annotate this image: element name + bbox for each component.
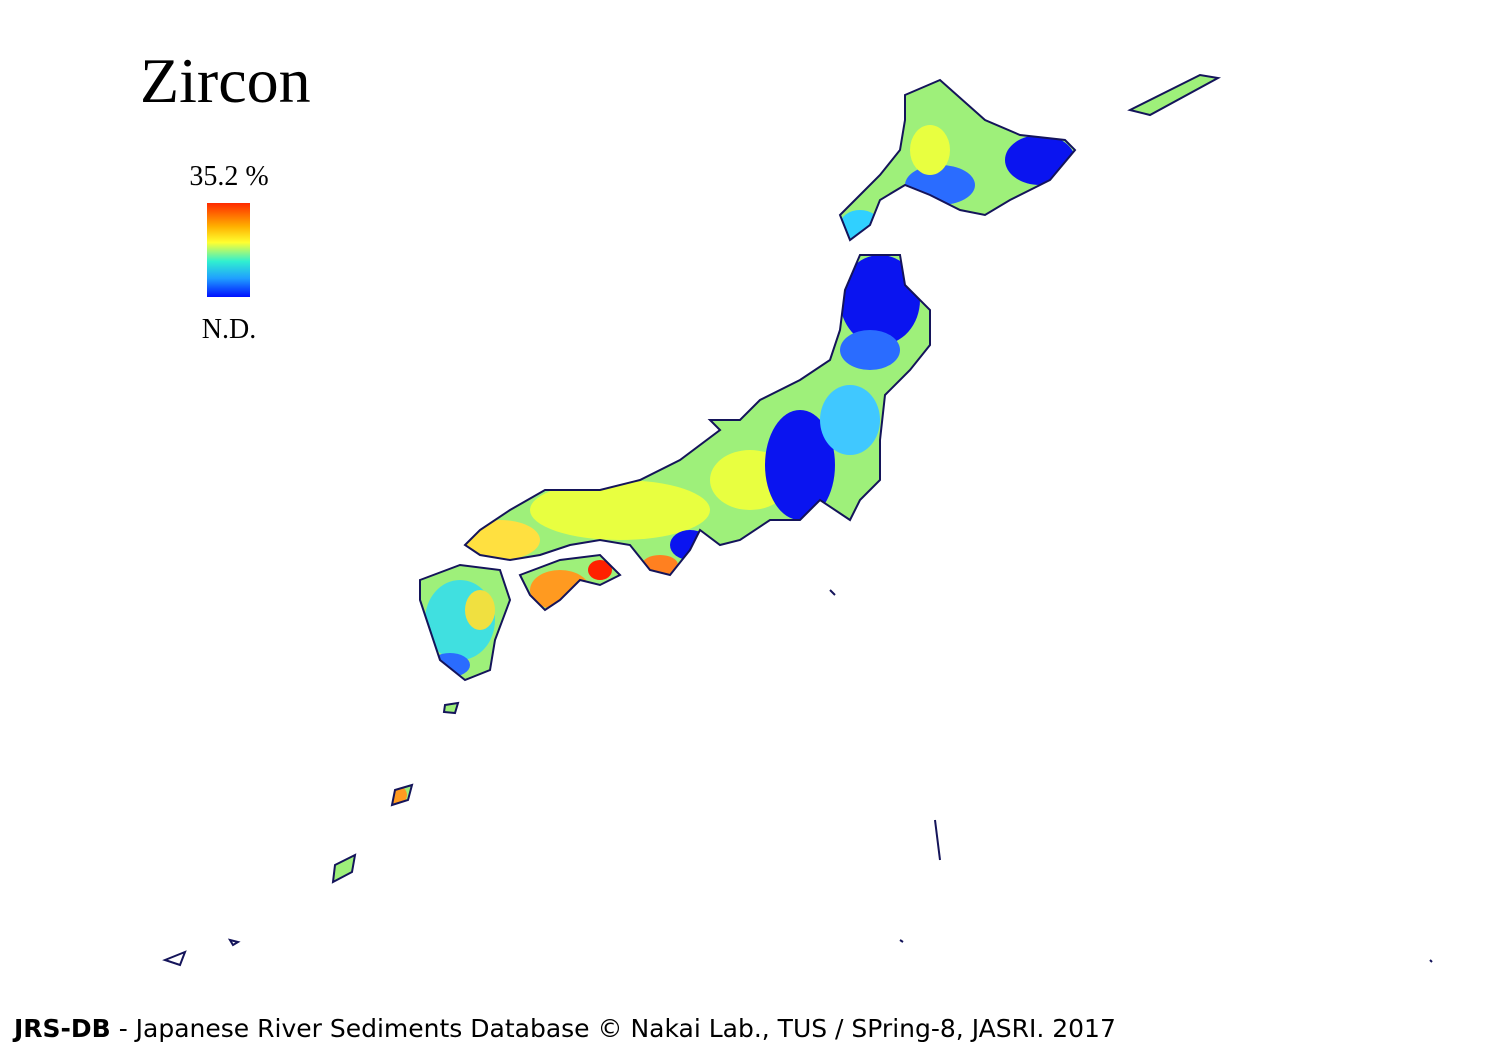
footer: JRS-DB - Japanese River Sediments Databa… bbox=[14, 1014, 1116, 1043]
heatmap bbox=[333, 75, 1218, 882]
map-title: Zircon bbox=[140, 45, 311, 116]
footer-brand: JRS-DB bbox=[14, 1014, 111, 1043]
legend-max-label: 35.2 % bbox=[189, 161, 268, 192]
footer-text: - Japanese River Sediments Database © Na… bbox=[110, 1014, 1116, 1043]
legend-min-label: N.D. bbox=[202, 314, 256, 345]
color-bar bbox=[207, 203, 250, 297]
coastline bbox=[162, 73, 1433, 967]
map: Zircon 35.2 % N.D. bbox=[140, 45, 1433, 967]
